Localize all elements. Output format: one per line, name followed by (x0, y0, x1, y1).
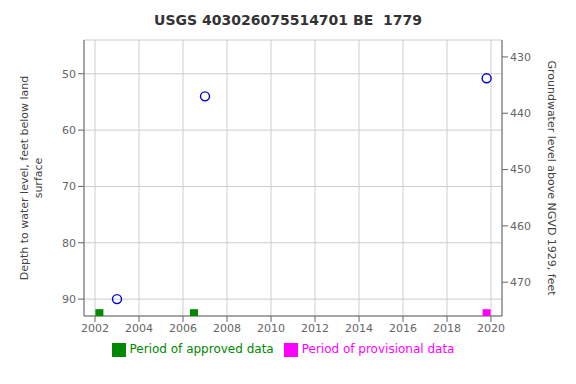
svg-text:2016: 2016 (389, 322, 417, 335)
svg-text:2012: 2012 (301, 322, 329, 335)
svg-text:50: 50 (62, 68, 76, 81)
svg-text:2020: 2020 (477, 322, 505, 335)
svg-text:450: 450 (510, 163, 531, 176)
svg-text:2008: 2008 (213, 322, 241, 335)
svg-text:70: 70 (62, 180, 76, 193)
svg-text:90: 90 (62, 293, 76, 306)
svg-text:80: 80 (62, 237, 76, 250)
svg-text:430: 430 (510, 51, 531, 64)
svg-text:2010: 2010 (257, 322, 285, 335)
svg-text:2014: 2014 (345, 322, 373, 335)
svg-text:2004: 2004 (125, 322, 153, 335)
svg-text:2006: 2006 (169, 322, 197, 335)
html-text:Period of provisional data: Period of provisional data (301, 342, 455, 356)
svg-text:440: 440 (510, 107, 531, 120)
html-text:Period of approved data: Period of approved data (129, 342, 274, 356)
html-text:USGS 403026075514701 BE 1779: USGS 403026075514701 BE 1779 (154, 12, 422, 28)
svg-text:460: 460 (510, 220, 531, 233)
svg-text:470: 470 (510, 276, 531, 289)
svg-text:2018: 2018 (433, 322, 461, 335)
svg-text:2002: 2002 (81, 322, 109, 335)
svg-text:Groundwater level above NGVD 1: Groundwater level above NGVD 1929, feet (545, 60, 558, 296)
svg-text:60: 60 (62, 124, 76, 137)
svg-text:Depth to water level, feet bel: Depth to water level, feet below landsur… (18, 76, 45, 281)
